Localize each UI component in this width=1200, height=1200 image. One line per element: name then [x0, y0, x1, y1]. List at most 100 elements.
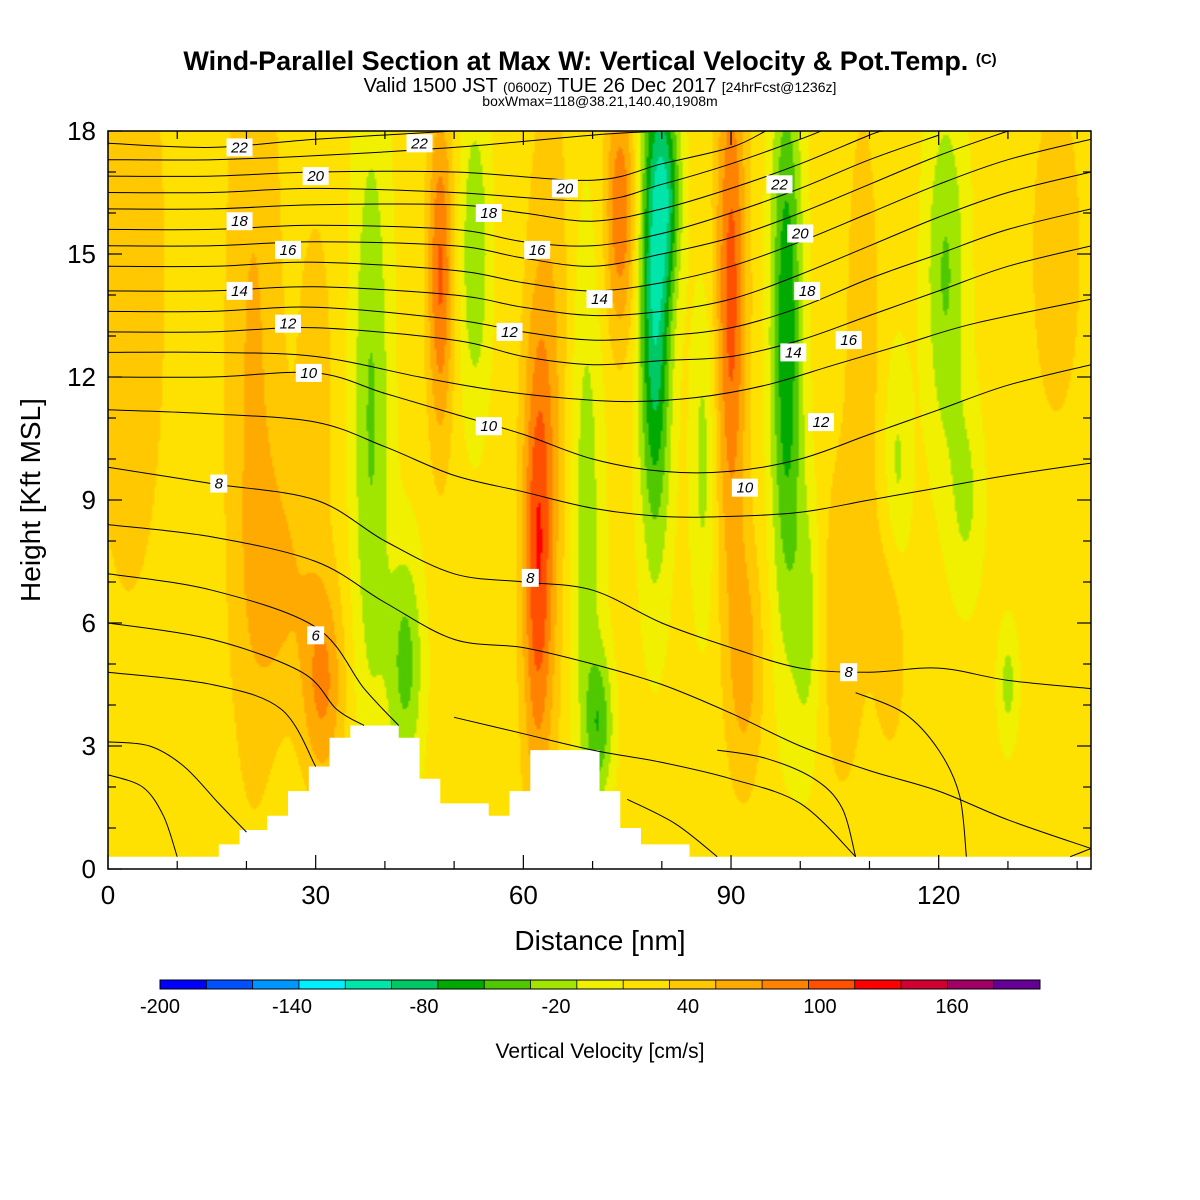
contour-label-text: 22: [770, 176, 788, 193]
theta-contour-label: 10: [475, 417, 502, 436]
colorbar-swatch: [901, 980, 948, 989]
colorbar-tick-label: -140: [272, 996, 312, 1018]
theta-contour-line: [108, 131, 766, 181]
theta-contour-line: [717, 749, 857, 857]
y-axis-title: Height [Kft MSL]: [15, 398, 46, 602]
contour-label-text: 10: [480, 418, 497, 435]
colorbar-swatch: [715, 980, 763, 989]
theta-contour-line: [108, 131, 822, 202]
contour-label-box: [210, 474, 228, 493]
contour-label-text: 10: [737, 480, 754, 497]
contour-label-box: [780, 343, 807, 362]
contour-label-box: [808, 413, 835, 432]
theta-contour-line: [108, 208, 1091, 341]
colorbar-tick-label: 160: [935, 996, 968, 1018]
contour-label-text: 10: [300, 365, 317, 382]
contour-label-box: [840, 663, 858, 682]
colorbar-swatch: [762, 980, 809, 989]
contour-label-text: 18: [231, 213, 248, 230]
contour-label-text: 6: [312, 627, 321, 644]
colorbar-swatch: [160, 980, 207, 989]
theta-contour-label: 10: [295, 363, 322, 382]
contour-label-box: [794, 281, 821, 300]
contour-label-box: [731, 478, 758, 497]
y-axis: 0 3 6 9 12 15 18: [67, 116, 1091, 884]
x-axis-title: Distance [nm]: [514, 925, 685, 956]
contour-label-text: 22: [410, 135, 428, 152]
theta-contour-line: [855, 692, 967, 857]
theta-contour-labels: 22 22 20 20 18 18 16 16 14 14 12 12 10 10 10 8 8 8 6 22 20 18…: [210, 134, 862, 682]
theta-contour-label: 20: [787, 224, 814, 243]
colorbar-title: Vertical Velocity [cm/s]: [496, 1040, 705, 1063]
theta-contour-label: 22: [226, 138, 253, 157]
y-tick-label: 0: [82, 854, 96, 884]
contour-label-box: [521, 568, 539, 587]
contour-label-box: [475, 417, 502, 436]
theta-contour-line: [108, 134, 939, 247]
contour-label-box: [787, 224, 814, 243]
theta-contour-line: [108, 131, 455, 148]
contour-label-box: [226, 281, 253, 300]
contour-label-text: 8: [215, 476, 224, 493]
x-tick-label: 120: [917, 880, 960, 910]
vertical-velocity-field: [108, 131, 1091, 869]
theta-contour-line: [108, 131, 884, 222]
colorbar: -200 -140 -80 -20 40 100 160: [140, 979, 1041, 1018]
contour-label-box: [586, 290, 613, 309]
contour-label-box: [835, 331, 862, 350]
theta-contour-label: 16: [524, 240, 551, 259]
colorbar-swatch: [530, 980, 578, 989]
contour-label-text: 20: [556, 180, 574, 197]
contour-label-text: 12: [501, 324, 518, 341]
box-info-line: boxWmax=118@38.21,140.40,1908m: [482, 93, 717, 109]
theta-contour-line: [108, 741, 247, 833]
contour-label-box: [274, 314, 301, 333]
contour-label-box: [551, 179, 578, 198]
contour-label-text: 8: [526, 570, 535, 587]
colorbar-swatch: [437, 980, 485, 989]
contour-label-box: [475, 204, 502, 222]
theta-contour-label: 22: [406, 134, 433, 153]
x-axis: 0 30 60 90 120: [101, 131, 1078, 910]
theta-contour-line: [108, 409, 1091, 518]
theta-contour-line: [108, 524, 1091, 849]
contour-label-text: 12: [813, 414, 830, 431]
contour-label-box: [302, 167, 329, 186]
theta-contour-label: 18: [475, 204, 502, 222]
theta-contour-line: [1070, 848, 1091, 858]
colorbar-swatch: [808, 980, 856, 989]
contour-label-text: 16: [280, 242, 297, 259]
y-tick-label: 6: [82, 608, 96, 638]
y-tick-label: 12: [67, 362, 96, 392]
y-tick-label: 9: [82, 485, 96, 515]
x-tick-label: 0: [101, 880, 115, 910]
theta-contour-line: [108, 671, 317, 767]
contour-label-text: 16: [840, 332, 857, 349]
colorbar-swatch: [252, 980, 300, 989]
theta-contour-label: 14: [780, 343, 807, 362]
contour-label-text: 14: [591, 291, 608, 308]
theta-contour-label: 20: [302, 167, 329, 186]
contour-label-text: 20: [791, 226, 809, 243]
theta-contour-label: 18: [794, 281, 821, 300]
contour-label-text: 22: [230, 139, 248, 156]
theta-contour-label: 16: [835, 331, 862, 350]
forecast-info: [24hrFcst@1236z]: [722, 79, 837, 95]
valid-utc: (0600Z): [503, 79, 552, 95]
colorbar-tick-label: 40: [677, 996, 699, 1018]
theta-contour-line: [108, 298, 1091, 403]
theta-contour-label: 8: [210, 474, 228, 493]
theta-contour-line: [108, 622, 365, 726]
y-tick-label: 15: [67, 239, 96, 269]
contour-label-box: [406, 134, 433, 153]
y-tick-label: 3: [82, 731, 96, 761]
theta-contour-label: 10: [731, 478, 758, 497]
contour-label-box: [226, 138, 253, 157]
colorbar-tick-label: 100: [803, 996, 836, 1018]
terrain: [108, 725, 1091, 869]
theta-contour-label: 12: [496, 322, 523, 341]
x-tick-label: 90: [717, 880, 746, 910]
colorbar-tick-label: -200: [140, 996, 180, 1018]
colorbar-swatch: [993, 980, 1041, 989]
